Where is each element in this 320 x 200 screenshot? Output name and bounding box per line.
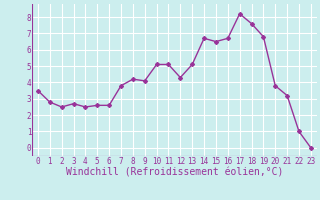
X-axis label: Windchill (Refroidissement éolien,°C): Windchill (Refroidissement éolien,°C) <box>66 167 283 177</box>
